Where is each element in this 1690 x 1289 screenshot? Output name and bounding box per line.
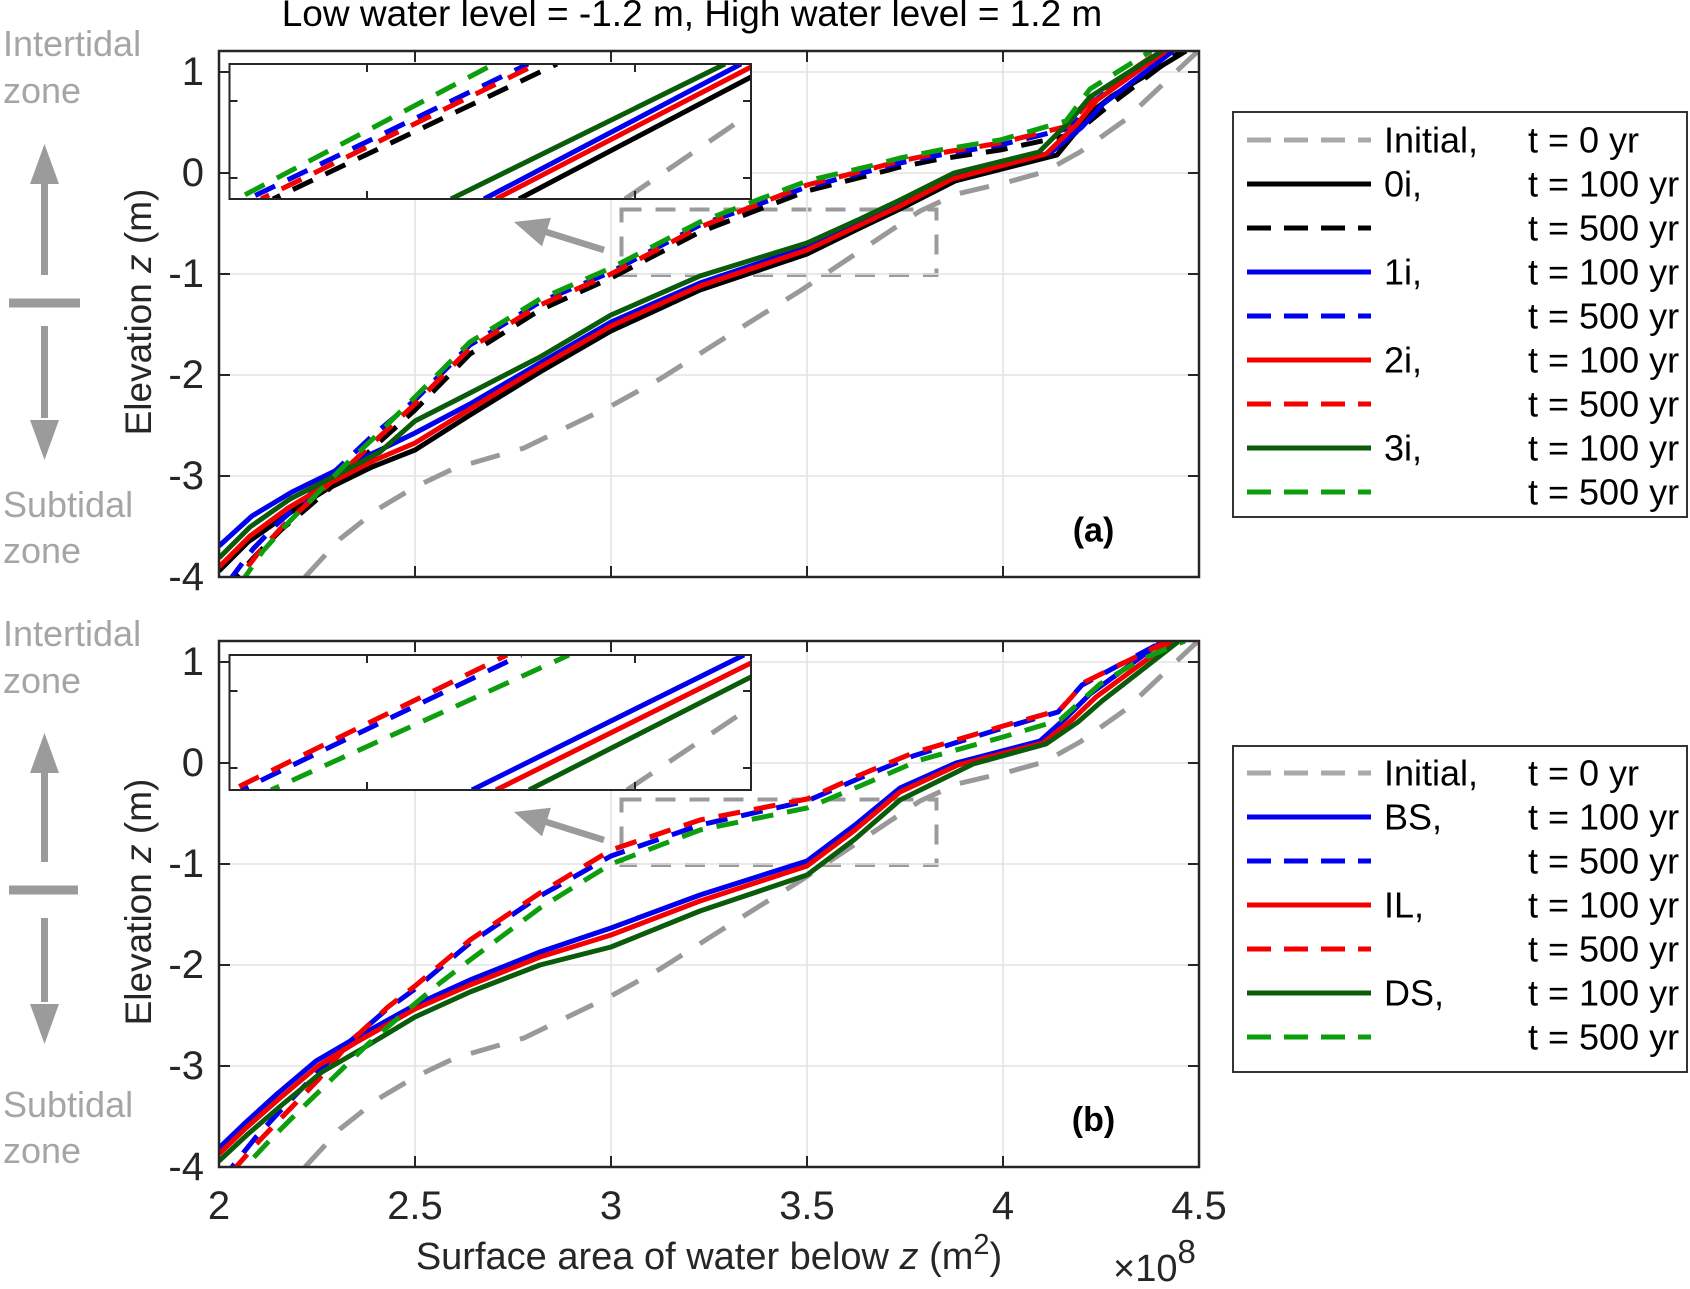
svg-text:Elevation z (m): Elevation z (m) [118,779,159,1026]
svg-text:zone: zone [3,70,81,111]
svg-text:Intertidal: Intertidal [3,613,141,654]
svg-text:3i,: 3i, [1384,428,1422,469]
svg-text:t = 0 yr: t = 0 yr [1528,120,1639,161]
svg-text:3.5: 3.5 [779,1184,835,1228]
svg-text:zone: zone [3,1130,81,1171]
svg-text:-4: -4 [168,555,204,599]
svg-text:t = 100 yr: t = 100 yr [1528,885,1679,926]
svg-text:2: 2 [208,1184,230,1228]
svg-text:Intertidal: Intertidal [3,23,141,64]
svg-text:4: 4 [992,1184,1014,1228]
svg-text:Surface area of water below z: Surface area of water below z (m2) [416,1229,1002,1278]
svg-text:-1: -1 [168,252,204,296]
svg-text:t = 500 yr: t = 500 yr [1528,472,1679,513]
svg-text:1i,: 1i, [1384,252,1422,293]
svg-text:t = 500 yr: t = 500 yr [1528,384,1679,425]
svg-text:-3: -3 [168,1044,204,1088]
svg-text:2i,: 2i, [1384,340,1422,381]
svg-text:-3: -3 [168,454,204,498]
svg-text:IL,: IL, [1384,885,1424,926]
svg-text:0: 0 [182,151,204,195]
svg-text:(a): (a) [1073,512,1115,550]
svg-text:t = 100 yr: t = 100 yr [1528,797,1679,838]
svg-text:-1: -1 [168,842,204,886]
svg-text:t = 0 yr: t = 0 yr [1528,753,1639,794]
svg-text:DS,: DS, [1384,973,1444,1014]
svg-text:t = 100 yr: t = 100 yr [1528,164,1679,205]
svg-text:Low water level = -1.2 m, High: Low water level = -1.2 m, High water lev… [282,0,1103,34]
svg-text:t = 100 yr: t = 100 yr [1528,340,1679,381]
svg-text:-4: -4 [168,1145,204,1189]
svg-text:4.5: 4.5 [1171,1184,1227,1228]
svg-text:1: 1 [182,640,204,684]
svg-text:-2: -2 [168,353,204,397]
svg-text:t = 100 yr: t = 100 yr [1528,428,1679,469]
svg-text:Elevation z (m): Elevation z (m) [118,189,159,436]
svg-text:t = 500 yr: t = 500 yr [1528,208,1679,249]
svg-text:3: 3 [600,1184,622,1228]
svg-text:-2: -2 [168,943,204,987]
svg-text:t = 100 yr: t = 100 yr [1528,252,1679,293]
svg-text:2.5: 2.5 [387,1184,443,1228]
svg-text:Initial,: Initial, [1384,120,1478,161]
svg-text:t = 500 yr: t = 500 yr [1528,296,1679,337]
svg-text:Subtidal: Subtidal [3,1084,133,1125]
svg-text:0: 0 [182,741,204,785]
svg-text:1: 1 [182,50,204,94]
svg-text:zone: zone [3,530,81,571]
svg-text:t = 100 yr: t = 100 yr [1528,973,1679,1014]
svg-text:t = 500 yr: t = 500 yr [1528,1017,1679,1058]
svg-text:(b): (b) [1072,1101,1115,1139]
svg-text:0i,: 0i, [1384,164,1422,205]
svg-text:t = 500 yr: t = 500 yr [1528,841,1679,882]
svg-text:Initial,: Initial, [1384,753,1478,794]
svg-text:Subtidal: Subtidal [3,484,133,525]
svg-text:BS,: BS, [1384,797,1442,838]
svg-text:zone: zone [3,660,81,701]
svg-text:t = 500 yr: t = 500 yr [1528,929,1679,970]
